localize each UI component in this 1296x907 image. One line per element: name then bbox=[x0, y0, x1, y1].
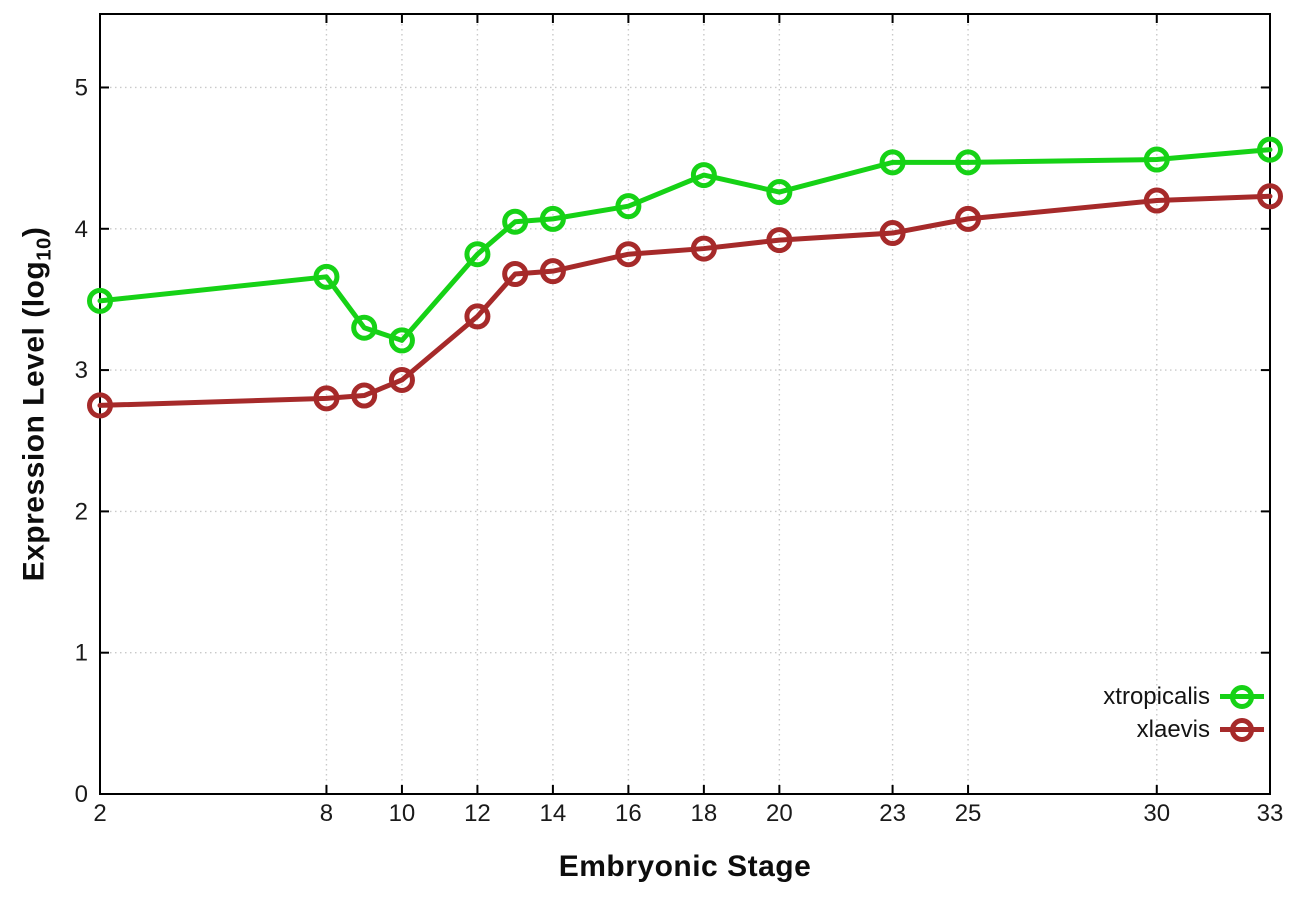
y-axis-title-text: Expression Level (log bbox=[17, 260, 51, 582]
data-point-marker-xtropicalis bbox=[879, 149, 906, 176]
data-point-marker-xtropicalis bbox=[87, 287, 113, 314]
legend: xtropicalis xlaevis bbox=[1103, 680, 1264, 746]
x-tick-label: 14 bbox=[540, 800, 567, 827]
data-point-marker-xlaevis bbox=[766, 227, 793, 254]
data-point-marker-xtropicalis bbox=[351, 314, 378, 341]
data-point-marker-xlaevis bbox=[351, 382, 378, 409]
x-tick-label: 20 bbox=[766, 800, 793, 827]
data-point-marker-xtropicalis bbox=[955, 149, 982, 176]
data-point-marker-xtropicalis bbox=[766, 179, 793, 206]
x-axis-title: Embryonic Stage bbox=[558, 850, 812, 883]
x-tick-label: 10 bbox=[389, 800, 416, 827]
data-point-marker-xtropicalis bbox=[690, 162, 717, 189]
data-point-marker-xtropicalis bbox=[1143, 146, 1170, 173]
legend-circle-marker-icon bbox=[1230, 717, 1254, 742]
x-tick-label: 33 bbox=[1257, 800, 1284, 827]
data-point-marker-xlaevis bbox=[1143, 187, 1170, 214]
y-tick-label: 4 bbox=[75, 216, 88, 243]
y-tick-label: 2 bbox=[75, 498, 88, 525]
plot-border bbox=[99, 13, 1271, 795]
y-axis-title-subscript: 10 bbox=[33, 237, 56, 261]
y-tick-label: 0 bbox=[75, 781, 88, 808]
x-tick-label: 25 bbox=[955, 800, 982, 827]
x-tick-label: 12 bbox=[464, 800, 491, 827]
data-point-marker-xlaevis bbox=[879, 220, 906, 247]
data-point-marker-xlaevis bbox=[539, 258, 566, 285]
legend-item-xlaevis: xlaevis bbox=[1137, 713, 1264, 746]
legend-circle-marker-icon bbox=[1230, 684, 1254, 709]
y-axis-title-close-paren: ) bbox=[17, 226, 51, 238]
series-line-xlaevis bbox=[97, 193, 1273, 408]
series-line-xtropicalis bbox=[97, 147, 1273, 343]
data-point-marker-xtropicalis bbox=[502, 208, 529, 235]
data-point-marker-xlaevis bbox=[955, 205, 982, 232]
data-point-marker-xlaevis bbox=[690, 235, 717, 262]
data-point-marker-xtropicalis bbox=[313, 263, 340, 290]
data-point-marker-xlaevis bbox=[464, 303, 491, 330]
x-tick-label: 8 bbox=[320, 800, 333, 827]
legend-label-xtropicalis: xtropicalis bbox=[1103, 682, 1210, 710]
data-point-marker-xtropicalis bbox=[615, 193, 642, 220]
data-point-marker-xtropicalis bbox=[464, 241, 491, 268]
y-axis-title: Expression Level (log10) bbox=[18, 227, 57, 582]
data-point-marker-xlaevis bbox=[388, 366, 415, 393]
x-tick-label: 18 bbox=[691, 800, 718, 827]
data-point-marker-xtropicalis bbox=[1257, 136, 1283, 163]
data-point-marker-xlaevis bbox=[502, 261, 529, 287]
data-point-marker-xlaevis bbox=[615, 241, 642, 268]
data-point-marker-xtropicalis bbox=[539, 205, 566, 232]
y-tick-label: 3 bbox=[75, 357, 88, 384]
data-point-marker-xtropicalis bbox=[388, 327, 415, 354]
legend-marker-xlaevis bbox=[1220, 717, 1264, 743]
x-tick-label: 2 bbox=[93, 800, 106, 827]
data-point-marker-xlaevis bbox=[87, 392, 113, 419]
data-point-marker-xlaevis bbox=[313, 385, 340, 412]
y-tick-label: 5 bbox=[75, 74, 88, 101]
x-tick-label: 23 bbox=[879, 800, 906, 827]
data-point-marker-xlaevis bbox=[1257, 183, 1283, 210]
y-tick-label: 1 bbox=[75, 640, 88, 667]
x-tick-label: 16 bbox=[615, 800, 642, 827]
x-tick-label: 30 bbox=[1143, 800, 1170, 827]
legend-marker-xtropicalis bbox=[1220, 684, 1264, 710]
legend-label-xlaevis: xlaevis bbox=[1136, 715, 1210, 743]
legend-item-xtropicalis: xtropicalis bbox=[1103, 680, 1264, 713]
